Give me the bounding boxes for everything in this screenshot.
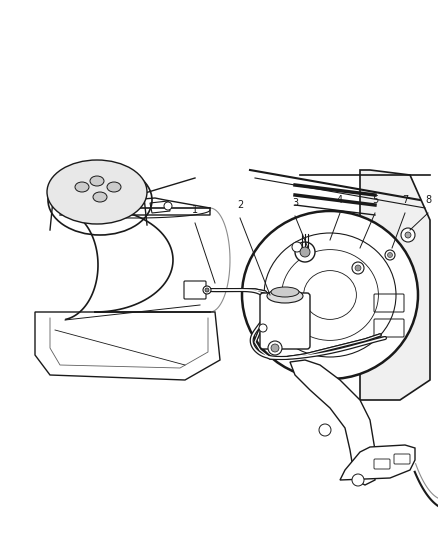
Circle shape: [164, 202, 172, 210]
Circle shape: [384, 250, 394, 260]
Circle shape: [291, 242, 301, 252]
Text: 1: 1: [191, 205, 198, 215]
Polygon shape: [339, 445, 414, 480]
Text: 3: 3: [291, 198, 297, 208]
FancyBboxPatch shape: [373, 459, 389, 469]
Ellipse shape: [90, 176, 104, 186]
Circle shape: [354, 265, 360, 271]
Ellipse shape: [47, 160, 147, 224]
FancyBboxPatch shape: [373, 319, 403, 337]
Text: 5: 5: [371, 195, 377, 205]
Text: 8: 8: [424, 195, 430, 205]
Circle shape: [267, 341, 281, 355]
FancyBboxPatch shape: [184, 281, 205, 299]
Circle shape: [205, 288, 208, 292]
Ellipse shape: [75, 182, 89, 192]
FancyBboxPatch shape: [259, 293, 309, 349]
Ellipse shape: [266, 289, 302, 303]
Ellipse shape: [258, 324, 266, 332]
Text: 4: 4: [336, 195, 342, 205]
Ellipse shape: [107, 182, 121, 192]
Polygon shape: [290, 360, 374, 485]
FancyBboxPatch shape: [373, 294, 403, 312]
Circle shape: [270, 344, 279, 352]
Circle shape: [351, 262, 363, 274]
Ellipse shape: [93, 192, 107, 202]
Circle shape: [294, 242, 314, 262]
FancyBboxPatch shape: [393, 454, 409, 464]
Polygon shape: [359, 170, 429, 400]
Ellipse shape: [241, 211, 417, 379]
Circle shape: [400, 228, 414, 242]
Circle shape: [404, 232, 410, 238]
Circle shape: [351, 474, 363, 486]
Circle shape: [318, 424, 330, 436]
Circle shape: [299, 247, 309, 257]
Ellipse shape: [270, 287, 298, 297]
Circle shape: [387, 253, 392, 257]
Text: 2: 2: [237, 200, 243, 210]
Text: 7: 7: [401, 195, 407, 205]
Circle shape: [202, 286, 211, 294]
